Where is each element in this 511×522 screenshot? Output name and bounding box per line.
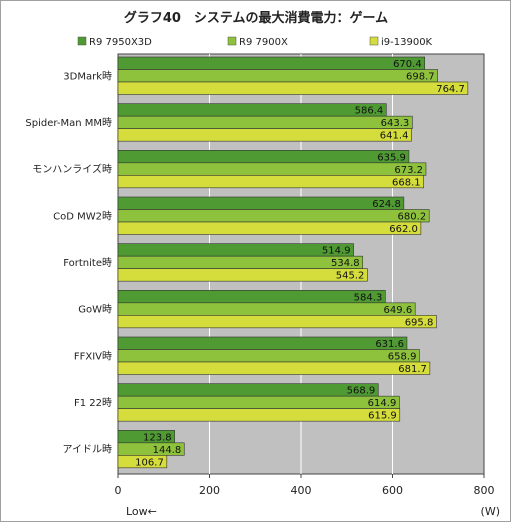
bar-2-6 xyxy=(117,302,416,316)
value-label-2-7: 658.9 xyxy=(388,352,417,363)
bar-2-7 xyxy=(117,349,420,363)
chart-title: グラフ40 システムの最大消費電力：ゲーム xyxy=(124,10,388,26)
value-label-2-6: 649.6 xyxy=(384,305,413,316)
value-label-1-3: 635.9 xyxy=(377,152,406,163)
category-label-5: Fortnite時 xyxy=(63,257,112,269)
bar-3-6 xyxy=(117,315,437,329)
bar-3-7 xyxy=(117,361,431,375)
value-label-3-5: 545.2 xyxy=(336,271,365,282)
x-tick-label-200: 200 xyxy=(199,484,220,497)
bar-1-8 xyxy=(117,383,379,397)
bar-2-3 xyxy=(117,162,427,176)
value-label-3-1: 764.7 xyxy=(436,84,465,95)
bar-3-9 xyxy=(117,455,168,469)
category-label-9: アイドル時 xyxy=(63,444,113,456)
bar-1-5 xyxy=(117,243,354,257)
value-label-1-1: 670.4 xyxy=(393,59,422,70)
value-label-2-4: 680.2 xyxy=(398,212,427,223)
legend-swatch-3 xyxy=(369,36,379,46)
axis-unit-label: (W) xyxy=(481,505,500,518)
legend-label-1: R9 7950X3D xyxy=(89,37,152,48)
bar-1-1 xyxy=(117,56,426,70)
category-label-6: GoW時 xyxy=(78,304,112,316)
bar-3-5 xyxy=(117,268,368,282)
legend-swatch-2 xyxy=(227,36,237,46)
bar-1-4 xyxy=(117,196,405,210)
value-label-3-9: 106.7 xyxy=(135,457,164,468)
category-label-7: FFXIV時 xyxy=(74,350,112,362)
bar-1-6 xyxy=(117,290,386,304)
value-label-1-5: 514.9 xyxy=(322,246,351,257)
bar-3-2 xyxy=(117,128,412,142)
category-label-2: Spider-Man MM時 xyxy=(25,117,112,129)
bar-1-2 xyxy=(117,103,387,117)
value-label-1-4: 624.8 xyxy=(372,199,401,210)
x-tick-label-600: 600 xyxy=(382,484,403,497)
bar-2-5 xyxy=(117,255,363,269)
value-label-3-8: 615.9 xyxy=(368,411,397,422)
category-label-1: 3DMark時 xyxy=(63,70,112,82)
bar-1-7 xyxy=(117,336,408,350)
x-tick-label-800: 800 xyxy=(474,484,495,497)
bar-1-3 xyxy=(117,150,410,164)
bar-3-8 xyxy=(117,408,401,422)
category-label-4: CoD MW2時 xyxy=(53,210,112,222)
category-label-3: モンハンライズ時 xyxy=(32,163,112,176)
value-label-2-9: 144.8 xyxy=(153,445,182,456)
value-label-3-4: 662.0 xyxy=(389,224,418,235)
bar-2-4 xyxy=(117,209,430,223)
x-tick-label-0: 0 xyxy=(115,484,122,497)
value-label-1-2: 586.4 xyxy=(355,106,384,117)
value-label-1-9: 123.8 xyxy=(143,432,172,443)
legend: R9 7950X3D R9 7900X i9-13900K xyxy=(77,36,433,48)
value-label-1-6: 584.3 xyxy=(354,292,383,303)
value-label-2-8: 614.9 xyxy=(368,398,397,409)
bar-2-2 xyxy=(117,115,413,129)
category-label-8: F1 22時 xyxy=(74,397,112,409)
bar-3-1 xyxy=(117,81,469,95)
bar-3-4 xyxy=(117,221,422,235)
bar-2-1 xyxy=(117,69,438,83)
value-label-2-5: 534.8 xyxy=(331,258,360,269)
value-label-2-2: 643.3 xyxy=(381,118,410,129)
legend-label-3: i9-13900K xyxy=(381,37,433,48)
legend-swatch-1 xyxy=(77,36,87,46)
value-label-3-6: 695.8 xyxy=(405,317,434,328)
value-label-3-7: 681.7 xyxy=(398,364,427,375)
plot-area: 670.4 586.4 635.9 624.8 514.9 584.3 631.6 568.9… xyxy=(117,53,485,475)
value-label-2-3: 673.2 xyxy=(394,165,423,176)
value-label-3-2: 641.4 xyxy=(380,131,409,142)
value-label-1-8: 568.9 xyxy=(347,386,376,397)
value-label-2-1: 698.7 xyxy=(406,72,435,83)
bar-2-8 xyxy=(117,395,400,409)
value-label-1-7: 631.6 xyxy=(375,339,404,350)
x-tick-labels: 0 200 400 600 800 xyxy=(115,474,495,497)
value-label-3-3: 668.1 xyxy=(392,177,421,188)
legend-label-2: R9 7900X xyxy=(239,37,288,48)
x-tick-label-400: 400 xyxy=(291,484,312,497)
axis-note-low: Low← xyxy=(126,505,157,518)
bar-3-3 xyxy=(117,175,424,189)
